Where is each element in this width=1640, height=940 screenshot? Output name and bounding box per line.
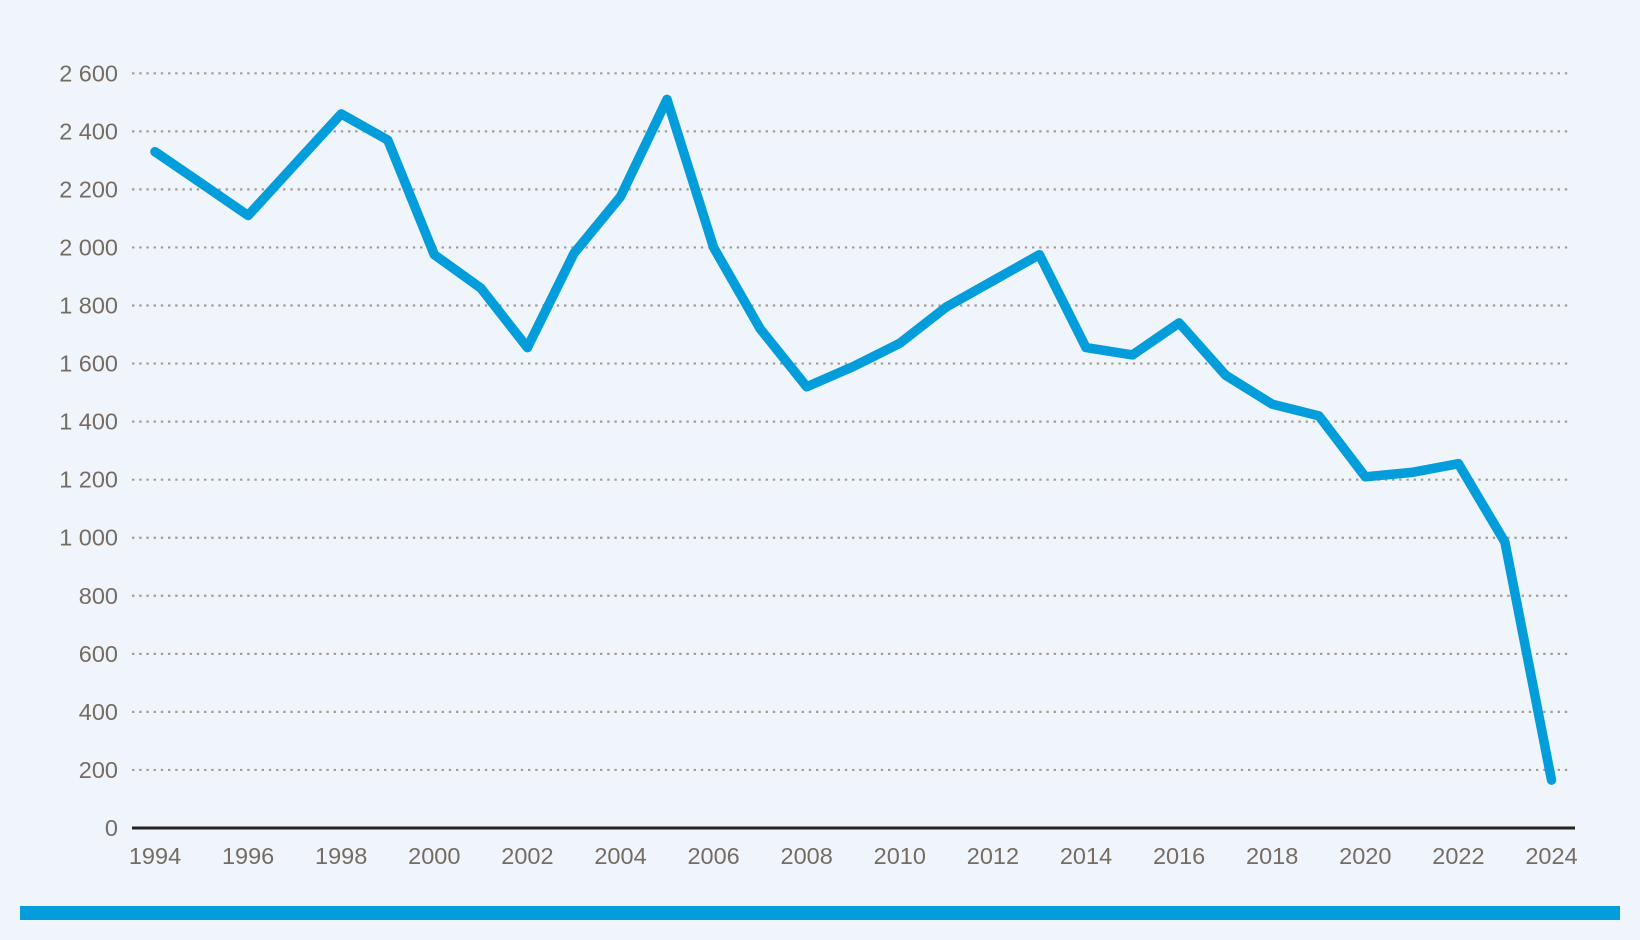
x-axis-tick-label: 2004 [594, 843, 646, 869]
y-axis-tick-label: 2 400 [59, 118, 118, 144]
x-axis-tick-label: 2000 [408, 843, 460, 869]
y-axis-tick-label: 600 [79, 641, 118, 667]
x-axis-tick-label: 2014 [1060, 843, 1112, 869]
y-axis-tick-label: 1 800 [59, 293, 118, 319]
line-chart: 0 200 400 600 800 1 000 1 200 1 400 1 600 1 800 2 … [59, 60, 1577, 869]
y-axis-tick-label: 1 400 [59, 409, 118, 435]
data-series-line [150, 94, 1557, 785]
y-axis-tick-label: 200 [79, 757, 118, 783]
y-axis-tick-label: 400 [79, 699, 118, 725]
x-axis-tick-label: 2006 [687, 843, 739, 869]
x-axis-tick-label: 2012 [967, 843, 1019, 869]
x-axis-tick-label: 2020 [1339, 843, 1391, 869]
x-axis-tick-label: 2016 [1153, 843, 1205, 869]
y-axis-tick-label: 800 [79, 583, 118, 609]
bottom-accent-bar [20, 906, 1620, 920]
x-axis-tick-label: 2018 [1246, 843, 1298, 869]
y-axis-tick-label: 1 600 [59, 351, 118, 377]
y-axis-tick-label: 2 000 [59, 234, 118, 260]
x-axis-tick-label: 1994 [129, 843, 181, 869]
x-axis-tick-label: 2010 [874, 843, 926, 869]
x-axis-tick-label: 2008 [781, 843, 833, 869]
x-axis-tick-label: 2002 [501, 843, 553, 869]
x-axis-tick-label: 2024 [1525, 843, 1577, 869]
x-axis-tick-label: 1996 [222, 843, 274, 869]
y-axis-tick-label: 2 600 [59, 60, 118, 86]
y-axis-tick-label: 2 200 [59, 176, 118, 202]
line-chart-figure: 0 200 400 600 800 1 000 1 200 1 400 1 600 1 800 2 … [59, 60, 1577, 869]
y-axis-tick-label: 1 000 [59, 525, 118, 551]
y-axis-tick-label: 0 [105, 815, 118, 841]
x-axis-tick-label: 2022 [1432, 843, 1484, 869]
x-axis-tick-label: 1998 [315, 843, 367, 869]
y-axis-tick-label: 1 200 [59, 467, 118, 493]
